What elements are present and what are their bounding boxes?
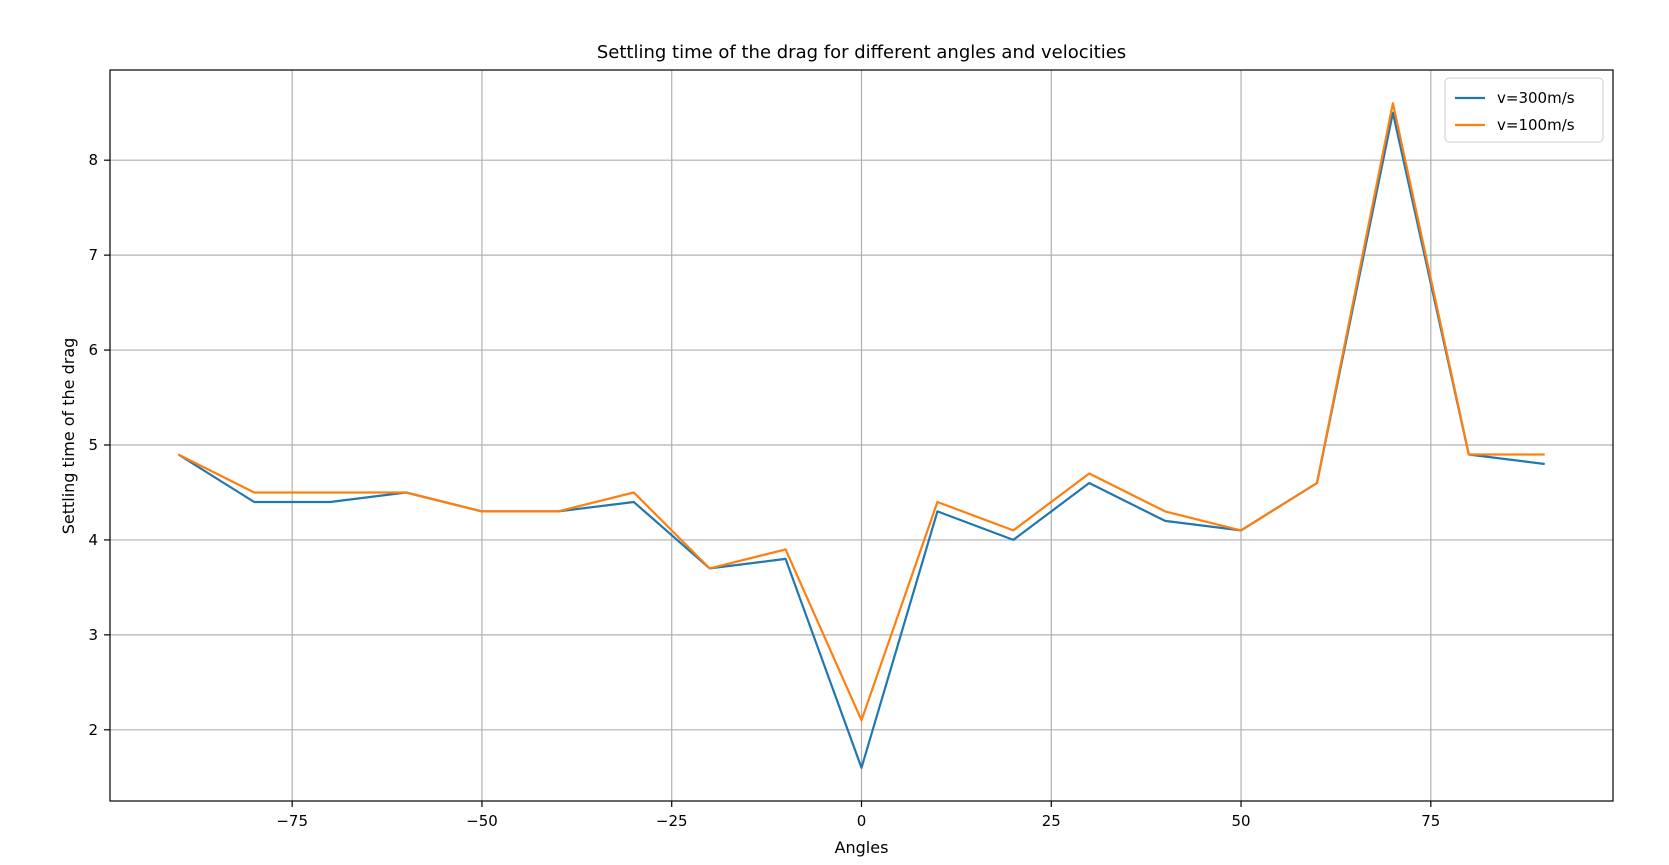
y-tick-label: 2	[88, 721, 98, 739]
y-tick-label: 8	[88, 151, 98, 169]
y-tick-label: 4	[88, 531, 98, 549]
series-lines	[177, 102, 1545, 769]
x-axis-label: Angles	[835, 838, 889, 857]
grid	[110, 70, 1613, 801]
chart-title: Settling time of the drag for different …	[597, 42, 1126, 63]
x-tick-label: 25	[1042, 812, 1061, 830]
x-tick-label: 75	[1421, 812, 1440, 830]
axis-ticks: −75 −50 −25 0 25 50 75 2 3 4 5 6 7 8	[88, 151, 1440, 830]
legend-entry-label: v=100m/s	[1497, 116, 1575, 134]
y-tick-label: 6	[88, 341, 98, 359]
series-line-v100	[177, 102, 1545, 722]
y-tick-label: 7	[88, 246, 98, 264]
x-tick-label: 0	[857, 812, 867, 830]
y-axis-label: Settling time of the drag	[59, 338, 78, 535]
x-tick-label: −75	[276, 812, 308, 830]
x-tick-label: −50	[466, 812, 498, 830]
x-tick-label: 50	[1231, 812, 1250, 830]
legend-entry-label: v=300m/s	[1497, 89, 1575, 107]
x-tick-label: −25	[656, 812, 688, 830]
legend: v=300m/s v=100m/s	[1444, 77, 1604, 143]
y-tick-label: 3	[88, 626, 98, 644]
y-tick-label: 5	[88, 436, 98, 454]
